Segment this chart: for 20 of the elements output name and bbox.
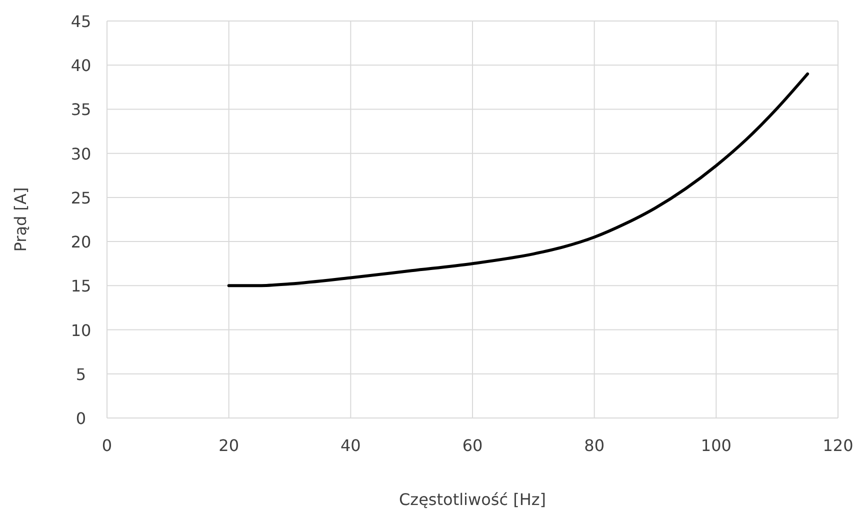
x-tick-label: 120 [822, 436, 854, 455]
y-tick-label: 15 [70, 276, 92, 296]
x-tick-label: 20 [218, 436, 240, 455]
x-axis-title: Częstotliwość [Hz] [399, 490, 546, 509]
y-axis-title: Prąd [A] [11, 187, 30, 252]
x-tick-label: 0 [102, 436, 112, 455]
x-tick-label: 40 [340, 436, 361, 455]
y-tick-label: 25 [70, 188, 92, 208]
line-series [227, 72, 810, 288]
y-tick-label: 20 [70, 232, 92, 252]
x-tick-label: 80 [584, 436, 605, 455]
y-tick-label: 30 [70, 144, 92, 164]
y-tick-label: 45 [70, 12, 92, 31]
y-tick-label: 10 [70, 320, 92, 340]
y-tick-label: 0 [76, 409, 86, 428]
y-tick-label: 35 [70, 100, 92, 120]
y-tick-label: 5 [76, 364, 86, 384]
y-tick-label: 40 [70, 56, 92, 76]
x-tick-label: 60 [462, 436, 483, 455]
x-tick-label: 100 [700, 436, 732, 455]
